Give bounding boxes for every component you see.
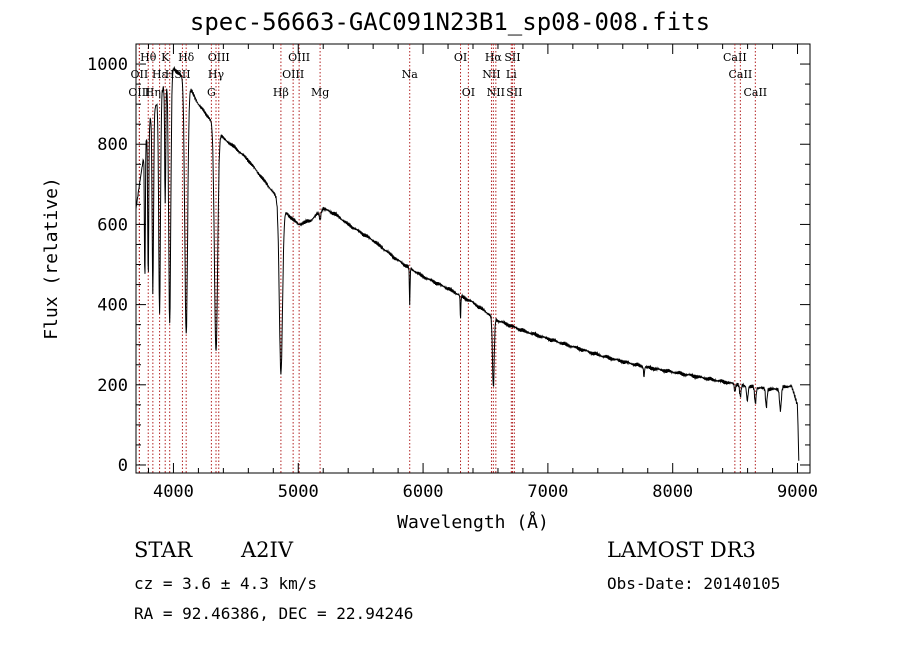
y-tick-label-400: 400 bbox=[97, 296, 128, 316]
marker-label-24: OI bbox=[462, 86, 475, 99]
y-tick-label-200: 200 bbox=[97, 376, 128, 396]
marker-label-23: Mg bbox=[311, 86, 329, 99]
coordinates: RA = 92.46386, DEC = 22.94246 bbox=[134, 604, 414, 623]
marker-label-20: Hη bbox=[145, 86, 161, 99]
marker-label-22: Hβ bbox=[273, 86, 289, 99]
marker-label-12: SII bbox=[174, 68, 190, 81]
marker-label-13: Hγ bbox=[208, 68, 225, 81]
chart-title: spec-56663-GAC091N23B1_sp08-008.fits bbox=[189, 8, 711, 36]
y-axis-label: Flux (relative) bbox=[41, 177, 62, 340]
x-tick-label-4000: 4000 bbox=[153, 482, 194, 502]
marker-label-15: Na bbox=[402, 68, 419, 81]
marker-label-8: CaII bbox=[723, 51, 747, 64]
marker-label-1: K bbox=[161, 51, 170, 64]
survey-label: LAMOST DR3 bbox=[607, 538, 756, 562]
marker-label-26: SII bbox=[506, 86, 522, 99]
marker-label-11: H bbox=[165, 68, 175, 81]
redshift-cz: cz = 3.6 ± 4.3 km/s bbox=[134, 574, 318, 593]
spectrum-line bbox=[135, 65, 800, 461]
marker-label-27: CaII bbox=[743, 86, 767, 99]
marker-label-9: OII bbox=[131, 68, 149, 81]
marker-label-19: OIII bbox=[128, 86, 150, 99]
marker-label-14: OIII bbox=[282, 68, 304, 81]
marker-label-7: SII bbox=[504, 51, 520, 64]
object-class: STAR bbox=[134, 538, 193, 562]
marker-label-18: CaII bbox=[729, 68, 753, 81]
y-tick-label-600: 600 bbox=[97, 215, 128, 235]
marker-label-5: OI bbox=[454, 51, 467, 64]
marker-label-4: OIII bbox=[288, 51, 310, 64]
plot-frame bbox=[135, 43, 811, 474]
marker-label-21: G bbox=[207, 86, 216, 99]
x-tick-label-6000: 6000 bbox=[403, 482, 444, 502]
marker-label-25: NII bbox=[487, 86, 505, 99]
y-tick-label-800: 800 bbox=[97, 135, 128, 155]
x-tick-label-7000: 7000 bbox=[527, 482, 568, 502]
observation-date: Obs-Date: 20140105 bbox=[607, 574, 781, 593]
marker-label-0: Hθ bbox=[140, 51, 157, 64]
y-tick-label-1000: 1000 bbox=[87, 55, 128, 75]
x-tick-label-9000: 9000 bbox=[777, 482, 818, 502]
x-tick-label-5000: 5000 bbox=[278, 482, 319, 502]
marker-label-6: Hα bbox=[485, 51, 503, 64]
marker-label-10: Hε bbox=[152, 68, 168, 81]
marker-label-16: NII bbox=[482, 68, 500, 81]
x-axis-label: Wavelength (Å) bbox=[397, 511, 549, 533]
object-subclass: A2IV bbox=[241, 538, 293, 562]
y-tick-label-0: 0 bbox=[118, 456, 128, 476]
marker-label-3: OIII bbox=[208, 51, 230, 64]
marker-label-2: Hδ bbox=[178, 51, 195, 64]
marker-label-17: Li bbox=[506, 68, 517, 81]
x-tick-label-8000: 8000 bbox=[652, 482, 693, 502]
